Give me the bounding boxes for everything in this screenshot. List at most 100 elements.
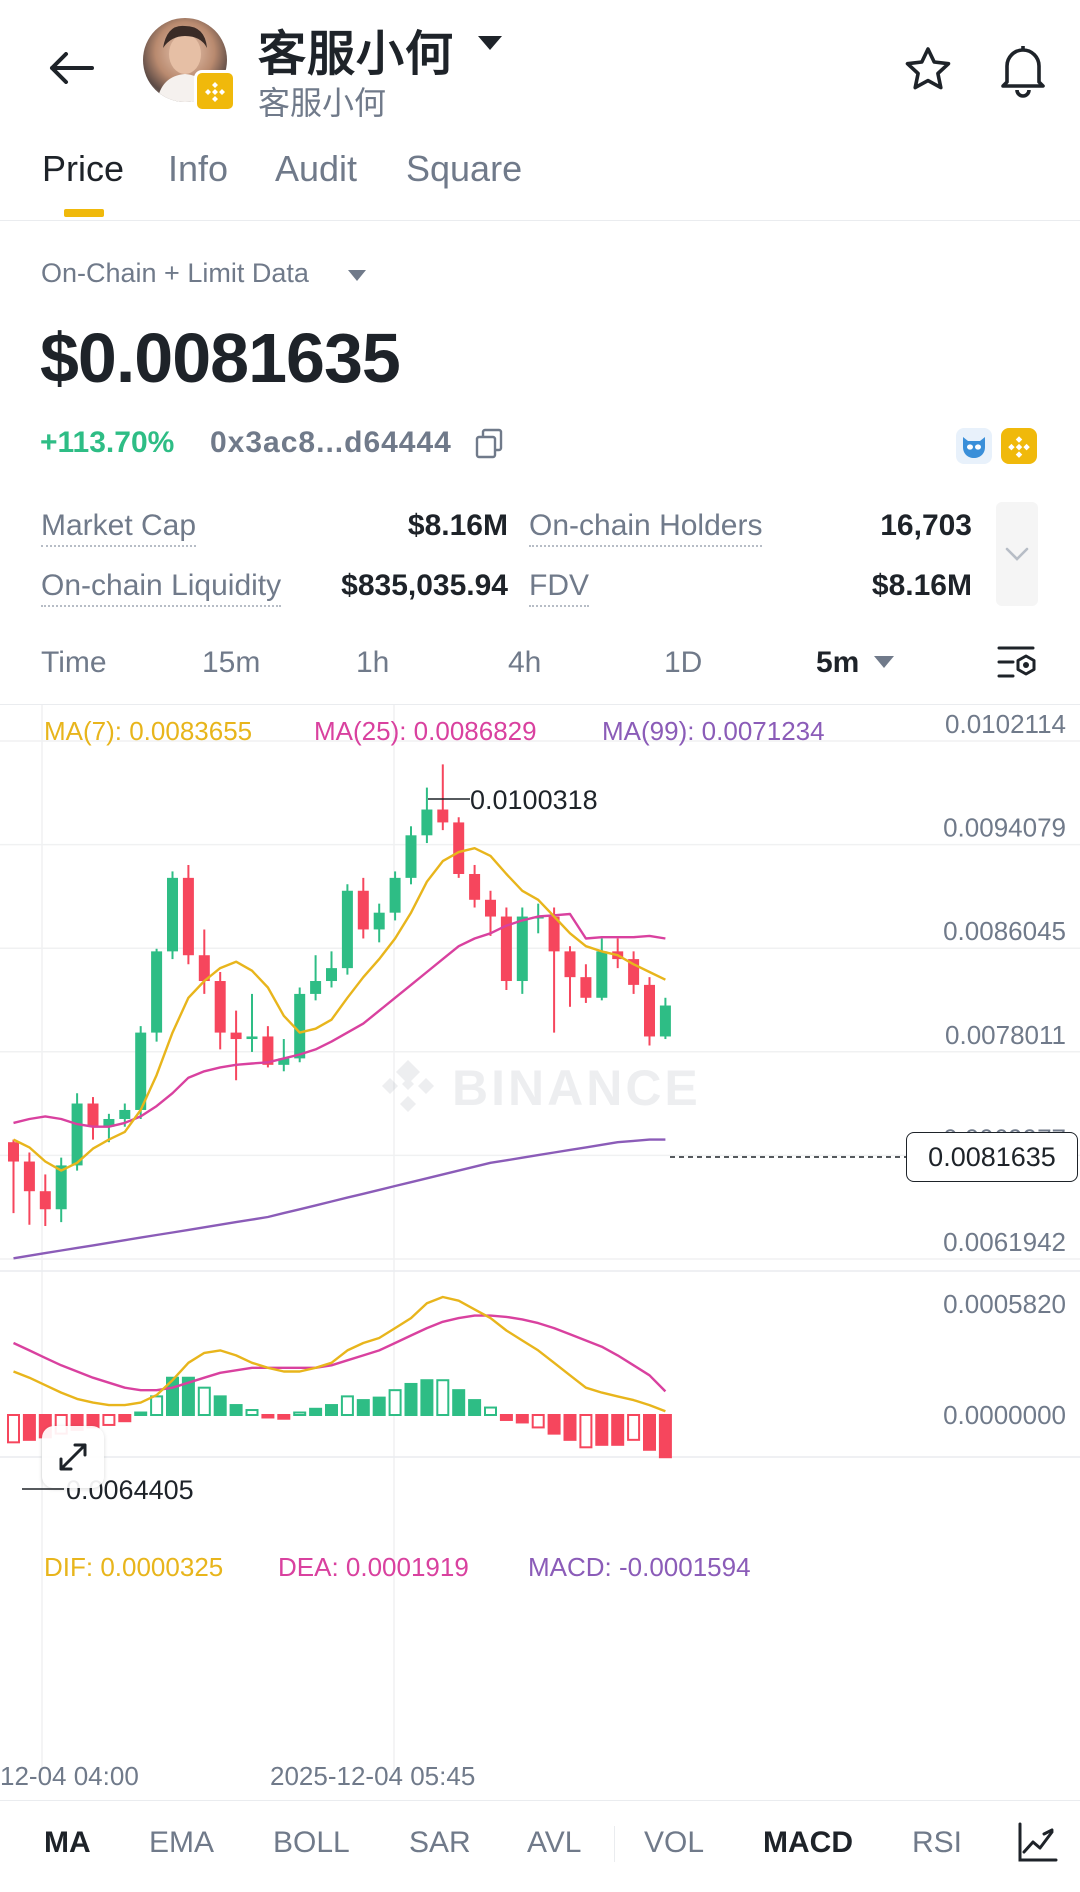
candle-body — [580, 977, 592, 998]
candle-body — [628, 959, 640, 985]
token-title[interactable]: 客服小何 — [258, 28, 455, 81]
token-header: 客服小何 客服小何 Price Info Audit Square — [0, 0, 1080, 221]
macd-histogram-bar — [229, 1404, 243, 1417]
macd-histogram-bar — [468, 1399, 482, 1416]
candle-body — [87, 1103, 99, 1127]
candle-body — [564, 951, 576, 978]
timeframe-1h[interactable]: 1h — [356, 646, 390, 679]
binance-watermark: BINANCE — [382, 1060, 701, 1116]
current-price: $0.0081635 — [40, 319, 401, 397]
macd-histogram-bar — [499, 1414, 513, 1421]
indicator-sar[interactable]: SAR — [409, 1826, 471, 1859]
macd-histogram-bar — [404, 1382, 418, 1417]
macd-histogram-bar — [293, 1411, 307, 1417]
back-button[interactable] — [36, 38, 106, 98]
indicator-settings-button[interactable] — [1014, 1818, 1062, 1866]
ma7-legend: MA(7): 0.0083655 — [44, 716, 253, 746]
caret-down-icon[interactable] — [874, 656, 894, 668]
timeframe-time[interactable]: Time — [41, 646, 107, 679]
indicator-ema[interactable]: EMA — [149, 1826, 215, 1859]
price-axis-label: 0.0078011 — [945, 1020, 1066, 1050]
candle-body — [23, 1161, 35, 1192]
fullscreen-button[interactable] — [42, 1426, 104, 1488]
expand-arrows-icon — [59, 1443, 87, 1471]
macd-histogram-bar — [531, 1414, 545, 1429]
macd-histogram-bar — [372, 1396, 386, 1417]
macd-panel — [7, 1295, 672, 1459]
copy-icon — [475, 428, 503, 459]
macd-histogram-bar — [356, 1399, 370, 1416]
chart-settings-button[interactable] — [995, 642, 1041, 684]
fdv-value: $8.16M — [871, 569, 972, 602]
indicator-boll[interactable]: BOLL — [273, 1826, 350, 1859]
indicator-vol[interactable]: VOL — [644, 1826, 705, 1859]
macd-value-legend: MACD: -0.0001594 — [528, 1552, 751, 1582]
data-source-selector[interactable]: On-Chain + Limit Data — [41, 258, 309, 288]
macd-histogram-bar — [309, 1407, 323, 1417]
liquidity-label[interactable]: On-chain Liquidity — [41, 569, 282, 607]
candle-body — [310, 981, 322, 994]
tab-info[interactable]: Info — [168, 148, 229, 189]
holders-label[interactable]: On-chain Holders — [529, 509, 763, 547]
candle-body — [246, 1036, 258, 1040]
current-price-tag: 0.0081635 — [906, 1132, 1078, 1182]
macd-histogram-bar — [181, 1376, 195, 1416]
indicator-ma[interactable]: MA — [44, 1826, 91, 1859]
candlesticks — [8, 764, 671, 1227]
favorite-button[interactable] — [898, 40, 958, 100]
indicator-avl[interactable]: AVL — [527, 1826, 582, 1859]
alert-button[interactable] — [993, 38, 1053, 100]
macd-histogram-bar — [197, 1386, 211, 1417]
macd-histogram-bar — [436, 1379, 450, 1417]
candle-body — [262, 1036, 274, 1065]
expand-stats-button[interactable] — [996, 502, 1038, 606]
candle-body — [214, 981, 226, 1033]
tab-audit[interactable]: Audit — [275, 148, 358, 189]
timeframe-15m[interactable]: 15m — [202, 646, 261, 679]
macd-axis-label: 0.0005820 — [943, 1289, 1066, 1319]
macd-histogram-bar — [7, 1414, 20, 1444]
price-axis: 0.0102114 0.0094079 0.0086045 0.0078011 0.00… — [0, 709, 1066, 1791]
chart-grid — [0, 705, 1080, 1771]
macd-histogram-bar — [166, 1376, 179, 1416]
macd-histogram-bar — [452, 1389, 466, 1417]
watermark-text: BINANCE — [452, 1060, 701, 1116]
kline-chart[interactable]: BINANCE 0.0102114 0.0094079 0.0086045 0.007… — [0, 705, 1080, 1801]
back-arrow-icon — [50, 52, 94, 84]
tab-price[interactable]: Price — [42, 148, 125, 189]
timeframe-4h[interactable]: 4h — [508, 646, 542, 679]
market-cap-label[interactable]: Market Cap — [41, 509, 197, 547]
candle-body — [167, 877, 178, 952]
candle-body — [405, 835, 417, 878]
candle-body — [55, 1165, 67, 1210]
dif-line — [13, 1295, 666, 1413]
indicator-rsi[interactable]: RSI — [912, 1826, 963, 1859]
copy-address-button[interactable] — [474, 428, 504, 460]
dif-legend: DIF: 0.0000325 — [44, 1552, 224, 1582]
fdv-label[interactable]: FDV — [529, 569, 589, 607]
candle-body — [548, 916, 560, 952]
candle-body — [516, 916, 528, 982]
macd-histogram-bar — [643, 1414, 656, 1451]
macd-histogram-bar — [658, 1414, 672, 1459]
timeframe-5m[interactable]: 5m — [816, 646, 860, 679]
tab-square[interactable]: Square — [406, 148, 523, 189]
dea-legend: DEA: 0.0001919 — [278, 1552, 469, 1582]
verified-mascot-icon[interactable] — [956, 428, 992, 464]
caret-down-icon[interactable] — [478, 36, 502, 50]
candle-body — [8, 1142, 19, 1162]
ma7-line — [12, 846, 666, 1172]
dea-line — [12, 1314, 667, 1393]
contract-address[interactable]: 0x3ac8...d64444 — [210, 426, 452, 459]
kline-chart-area[interactable]: BINANCE 0.0102114 0.0094079 0.0086045 0.007… — [0, 704, 1080, 1801]
timeframe-1d[interactable]: 1D — [664, 646, 703, 679]
bnb-chain-icon[interactable] — [1001, 428, 1037, 464]
indicator-macd[interactable]: MACD — [763, 1826, 853, 1859]
macd-histogram-bar — [484, 1406, 497, 1416]
caret-down-icon[interactable] — [348, 270, 366, 281]
time-axis-label: 2025-12-04 05:45 — [270, 1761, 475, 1791]
chart-settings-icon — [997, 646, 1036, 678]
bell-icon — [1001, 46, 1045, 98]
macd-histogram-bar — [134, 1411, 148, 1417]
candle-body — [485, 899, 496, 917]
